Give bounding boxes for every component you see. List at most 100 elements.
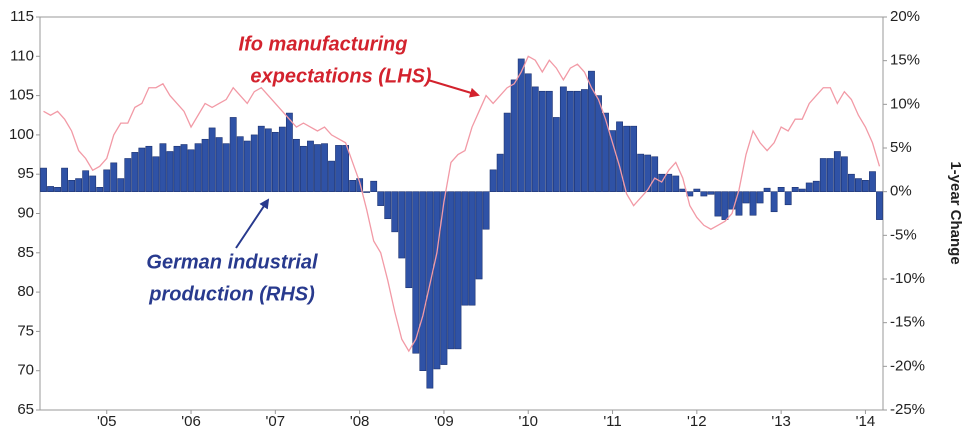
bar bbox=[538, 90, 546, 192]
y2-tick-label: -10% bbox=[890, 270, 925, 287]
bar bbox=[798, 188, 806, 192]
bar bbox=[721, 191, 729, 220]
bar bbox=[869, 171, 876, 192]
bar bbox=[292, 138, 300, 192]
bar bbox=[777, 187, 785, 192]
bar bbox=[236, 136, 244, 192]
annotation: German industrial bbox=[146, 251, 318, 273]
y2-tick-label: 5% bbox=[890, 139, 912, 156]
bar bbox=[812, 180, 820, 192]
x-tick-label: '08 bbox=[350, 413, 370, 430]
bar bbox=[377, 191, 385, 206]
bar bbox=[40, 167, 47, 192]
bar bbox=[545, 90, 553, 192]
y-tick-label: 95 bbox=[17, 165, 34, 182]
y-tick-label: 65 bbox=[17, 401, 34, 418]
y2-tick-label: 10% bbox=[890, 95, 920, 112]
bar bbox=[342, 145, 350, 192]
x-tick-label: '10 bbox=[518, 413, 538, 430]
bar bbox=[370, 180, 378, 192]
x-tick-label: '13 bbox=[771, 413, 791, 430]
bar bbox=[728, 191, 736, 210]
bar bbox=[623, 125, 630, 192]
bar bbox=[524, 73, 532, 192]
bar bbox=[391, 191, 399, 233]
bar bbox=[517, 58, 525, 192]
bar bbox=[763, 187, 771, 192]
plot-frame bbox=[39, 16, 884, 411]
bar bbox=[679, 188, 687, 192]
bar bbox=[847, 173, 855, 192]
bar bbox=[285, 112, 293, 192]
bar bbox=[791, 187, 799, 192]
bar bbox=[307, 140, 314, 192]
bar bbox=[876, 191, 883, 220]
x-tick-label: '06 bbox=[181, 413, 201, 430]
bar bbox=[321, 143, 328, 192]
bar bbox=[665, 173, 673, 192]
bar bbox=[496, 153, 504, 192]
bar bbox=[117, 178, 125, 192]
y-tick-label: 80 bbox=[17, 283, 34, 300]
bar bbox=[468, 191, 476, 306]
bar bbox=[482, 191, 490, 230]
bar bbox=[433, 191, 441, 370]
y-tick-label: 115 bbox=[10, 8, 34, 25]
bar bbox=[651, 156, 659, 192]
bar bbox=[96, 187, 104, 192]
bar bbox=[805, 182, 813, 192]
bar bbox=[82, 170, 90, 192]
bar bbox=[208, 127, 216, 192]
y-tick-label: 90 bbox=[17, 204, 34, 221]
bar bbox=[103, 169, 111, 192]
annotation: production (RHS) bbox=[148, 283, 315, 305]
bar bbox=[581, 89, 588, 192]
bar bbox=[138, 147, 146, 192]
bar bbox=[510, 79, 518, 192]
bar bbox=[566, 90, 574, 192]
bar bbox=[243, 140, 251, 192]
bar bbox=[300, 145, 307, 192]
y-tick-label: 100 bbox=[9, 126, 34, 143]
bar bbox=[454, 191, 462, 350]
bar bbox=[222, 143, 230, 192]
bar bbox=[833, 151, 841, 192]
bar bbox=[602, 112, 609, 192]
x-tick-label: '12 bbox=[687, 413, 707, 430]
marks bbox=[40, 55, 883, 389]
bar bbox=[440, 191, 448, 365]
bar bbox=[475, 191, 483, 280]
bar bbox=[552, 117, 560, 192]
y-tick-label: 110 bbox=[10, 47, 34, 64]
y2-tick-label: 15% bbox=[890, 52, 920, 69]
bar bbox=[405, 191, 413, 289]
bar bbox=[145, 145, 153, 192]
bar bbox=[264, 128, 272, 192]
bar bbox=[672, 175, 680, 192]
bar bbox=[335, 145, 342, 192]
bar bbox=[201, 138, 209, 192]
bar bbox=[271, 131, 279, 192]
bar bbox=[503, 112, 511, 192]
bar bbox=[257, 125, 265, 192]
bar bbox=[124, 158, 132, 192]
bar bbox=[131, 152, 139, 192]
bar bbox=[166, 151, 174, 192]
bar bbox=[700, 191, 708, 197]
bar bbox=[854, 178, 862, 192]
bar bbox=[180, 144, 188, 192]
bar bbox=[314, 144, 321, 192]
bar bbox=[187, 149, 195, 192]
bar bbox=[644, 154, 652, 192]
bar bbox=[840, 156, 848, 192]
bar bbox=[819, 158, 827, 192]
bar bbox=[862, 180, 869, 192]
bar bbox=[784, 191, 792, 206]
bar bbox=[412, 191, 420, 354]
bar bbox=[630, 125, 638, 192]
y2-tick-label: -20% bbox=[890, 357, 925, 374]
annotation: Ifo manufacturing bbox=[239, 33, 408, 55]
bar bbox=[616, 121, 623, 192]
